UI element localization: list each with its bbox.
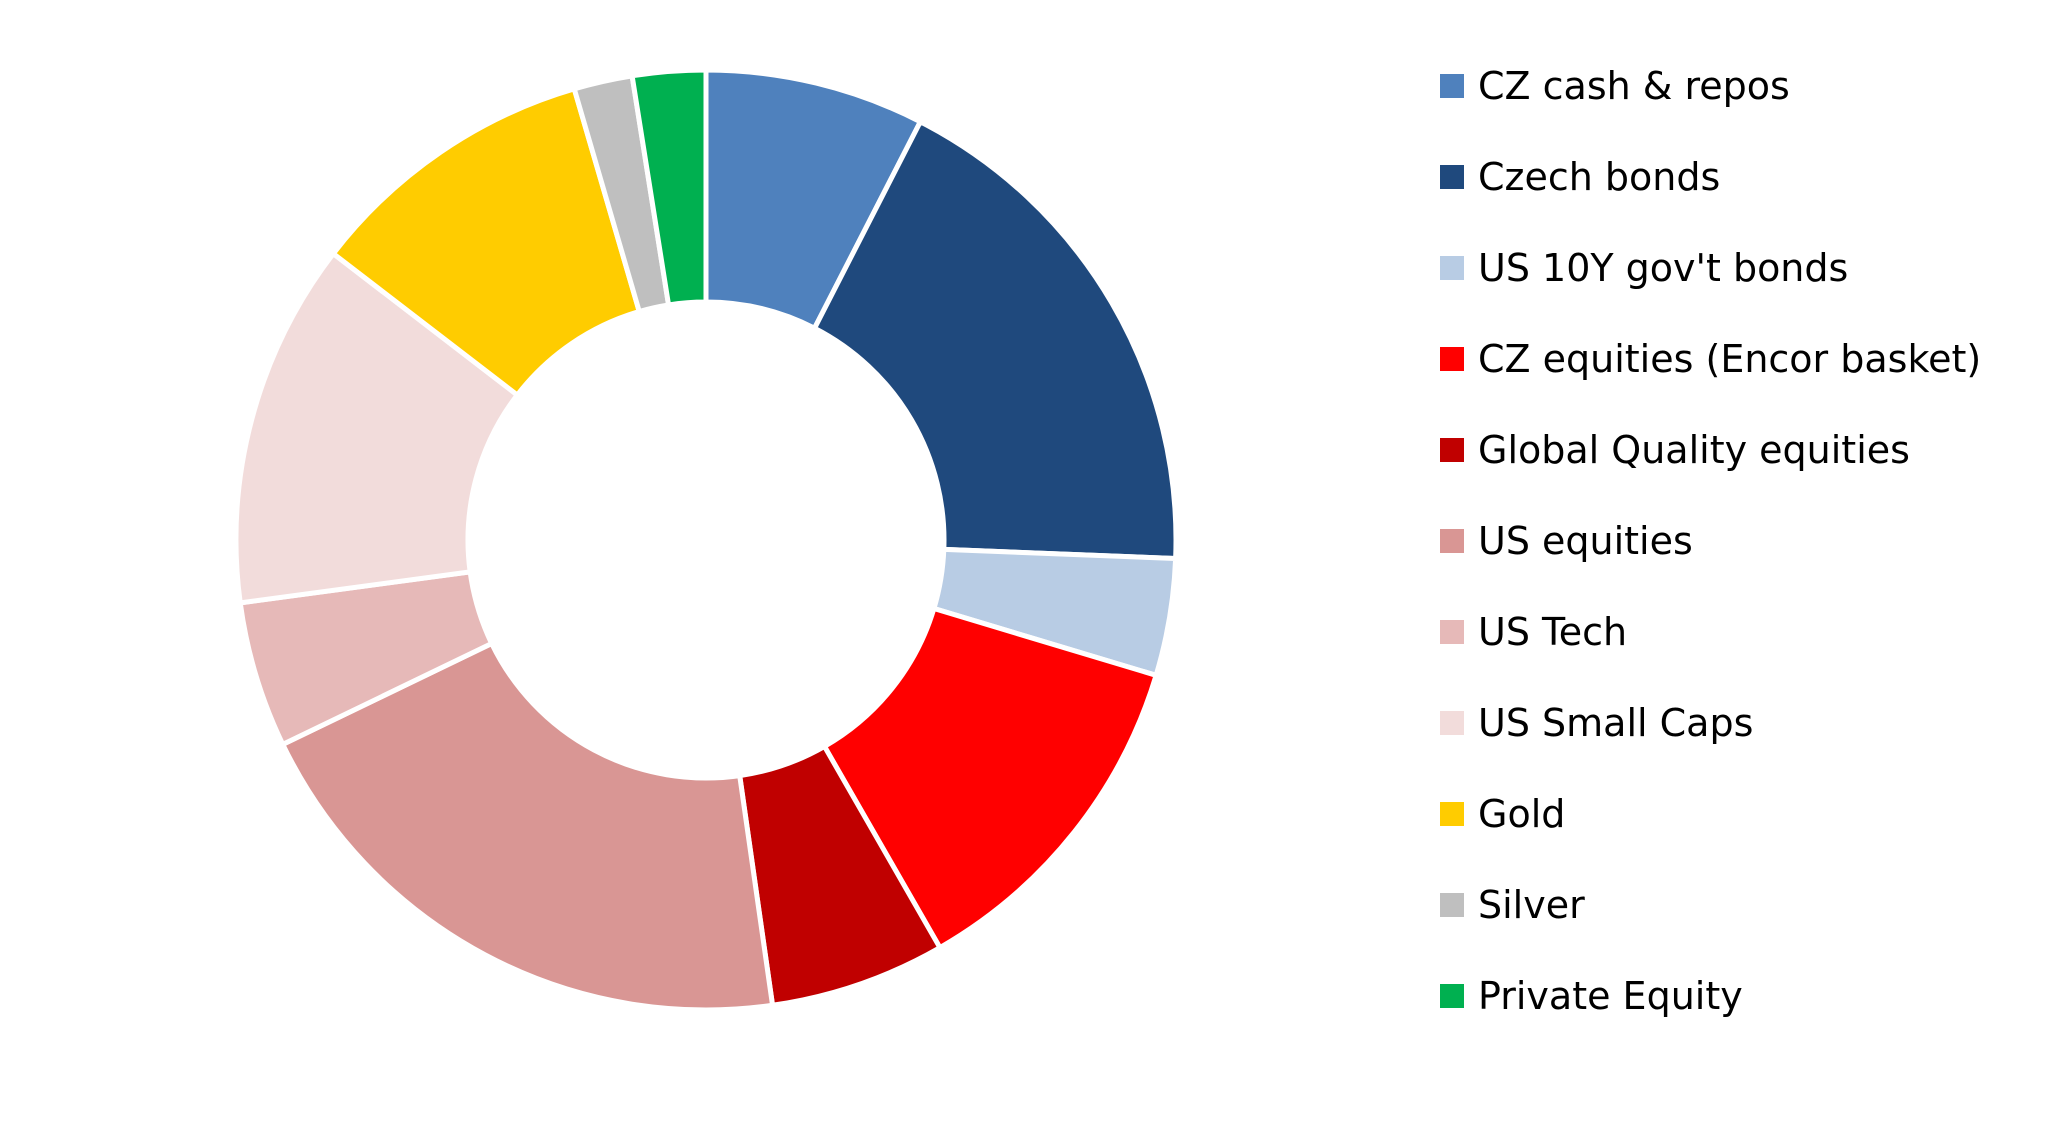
legend-label: CZ equities (Encor basket) bbox=[1478, 336, 1982, 381]
legend-label: Czech bonds bbox=[1478, 154, 1721, 199]
legend-swatch bbox=[1440, 892, 1464, 917]
legend-item-us-tech: US Tech bbox=[1440, 586, 2030, 677]
legend-label: Private Equity bbox=[1478, 973, 1743, 1018]
legend-label: Gold bbox=[1478, 791, 1566, 836]
donut-slice-private-equity bbox=[629, 67, 709, 308]
legend-swatch bbox=[1440, 346, 1464, 371]
legend-label: Silver bbox=[1478, 882, 1585, 927]
legend-label: Global Quality equities bbox=[1478, 427, 1910, 472]
donut-plot-area bbox=[233, 67, 1179, 1013]
legend-swatch bbox=[1440, 73, 1464, 98]
legend-swatch bbox=[1440, 801, 1464, 826]
legend-item-cz-equities-encor-basket: CZ equities (Encor basket) bbox=[1440, 313, 2030, 404]
legend-item-cz-cash-repos: CZ cash & repos bbox=[1440, 40, 2030, 131]
legend-swatch bbox=[1440, 528, 1464, 553]
legend-swatch bbox=[1440, 437, 1464, 462]
legend-label: CZ cash & repos bbox=[1478, 63, 1790, 108]
legend-item-silver: Silver bbox=[1440, 859, 2030, 950]
legend-item-czech-bonds: Czech bonds bbox=[1440, 131, 2030, 222]
legend-item-us-small-caps: US Small Caps bbox=[1440, 677, 2030, 768]
legend-item-gold: Gold bbox=[1440, 768, 2030, 859]
legend-swatch bbox=[1440, 983, 1464, 1008]
chart-legend: CZ cash & repos Czech bonds US 10Y gov't b… bbox=[1440, 40, 2030, 1041]
donut-slice-us-equities bbox=[279, 640, 776, 1013]
legend-swatch bbox=[1440, 710, 1464, 735]
legend-item-private-equity: Private Equity bbox=[1440, 950, 2030, 1041]
legend-item-us-equities: US equities bbox=[1440, 495, 2030, 586]
legend-item-us-10y-gov-t-bonds: US 10Y gov't bonds bbox=[1440, 222, 2030, 313]
legend-label: US 10Y gov't bonds bbox=[1478, 245, 1849, 290]
donut-slice-cz-equities-encor-basket bbox=[821, 605, 1160, 952]
legend-swatch bbox=[1440, 164, 1464, 189]
donut-slice-us-small-caps bbox=[233, 250, 521, 606]
legend-label: US Small Caps bbox=[1478, 700, 1754, 745]
legend-label: US Tech bbox=[1478, 609, 1628, 654]
donut-slice-czech-bonds bbox=[811, 118, 1179, 562]
legend-item-global-quality-equities: Global Quality equities bbox=[1440, 404, 2030, 495]
legend-swatch bbox=[1440, 255, 1464, 280]
donut-slice-gold bbox=[329, 85, 643, 399]
legend-label: US equities bbox=[1478, 518, 1693, 563]
legend-swatch bbox=[1440, 619, 1464, 644]
